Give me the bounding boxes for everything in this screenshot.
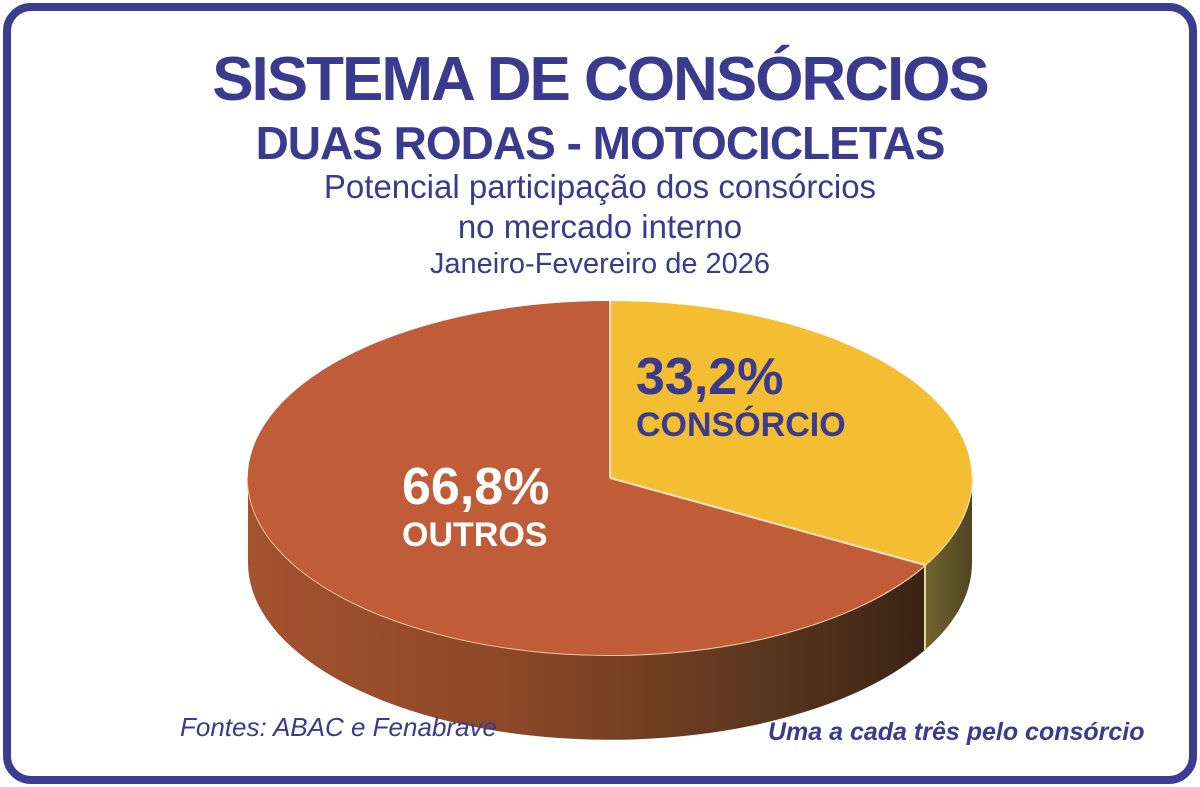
pie-slice-separator xyxy=(609,301,926,566)
slice-name-consorcio: CONSÓRCIO xyxy=(636,406,846,445)
highlight-note: Uma a cada três pelo consórcio xyxy=(768,718,1145,746)
description-line1: Potencial participação dos consórcios xyxy=(323,168,877,205)
description-line2: no mercado interno xyxy=(457,208,743,245)
page-title: SISTEMA DE CONSÓRCIOS xyxy=(212,45,990,114)
source-note: Fontes: ABAC e Fenabrave xyxy=(180,712,497,742)
page-subtitle: DUAS RODAS - MOTOCICLETAS xyxy=(255,117,946,169)
slice-name-outros: OUTROS xyxy=(402,516,548,555)
slice-label-outros: 66,8% OUTROS xyxy=(402,460,549,553)
slice-value-consorcio: 33,2% xyxy=(636,348,784,406)
pie-slice-outros xyxy=(247,300,925,655)
pie-side-outros xyxy=(248,478,925,740)
pie-side-consorcio xyxy=(925,478,972,650)
slice-label-consorcio: 33,2% CONSÓRCIO xyxy=(636,350,846,443)
pie-slice-consorcio xyxy=(610,301,972,565)
period-label: Janeiro-Fevereiro de 2026 xyxy=(429,248,771,280)
slice-value-outros: 66,8% xyxy=(402,458,550,516)
